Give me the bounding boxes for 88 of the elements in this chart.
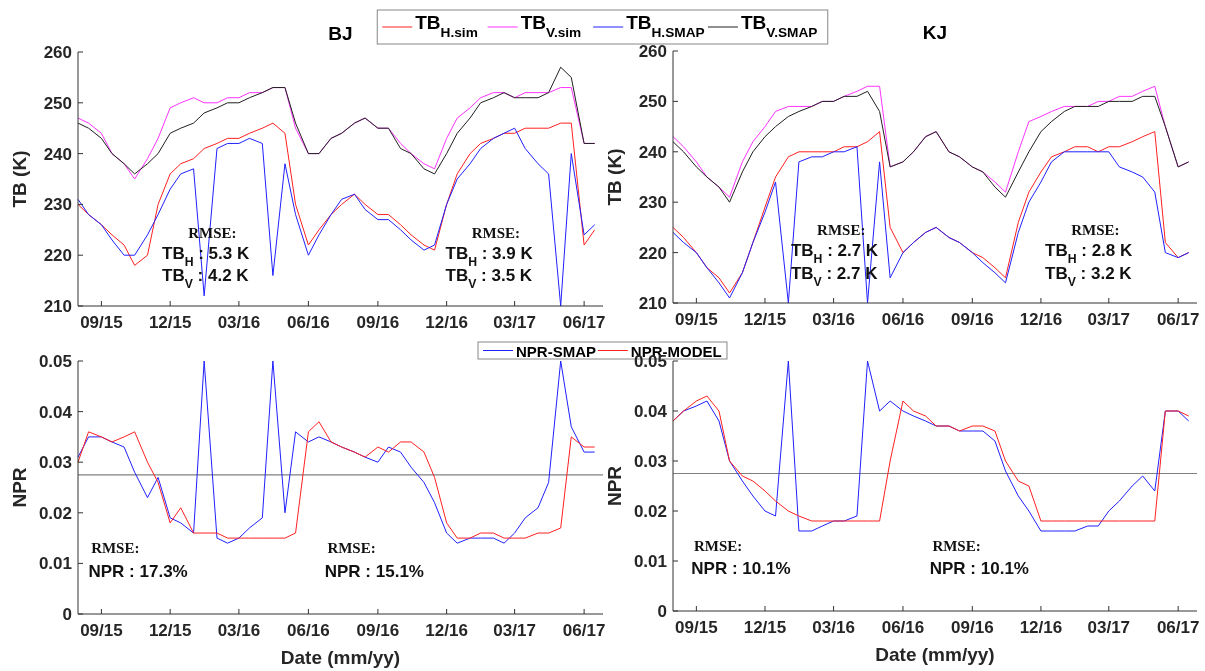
x-tick-label: 03/16: [812, 310, 855, 329]
x-tick-label: 06/16: [287, 313, 330, 332]
x-tick-label: 09/16: [951, 310, 994, 329]
x-tick-label: 03/17: [1087, 618, 1131, 637]
line-series: [77, 66, 596, 175]
annotation: TB$_{H}$ : 3.9 K: [445, 243, 534, 269]
x-tick-label: 09/16: [356, 621, 400, 640]
y-tick-label: 0.01: [38, 554, 72, 574]
y-tick-label: 0.04: [633, 401, 668, 421]
y-tick-label: 0: [62, 604, 72, 624]
y-tick-label: 250: [43, 93, 72, 113]
y-axis-title: NPR: [9, 467, 30, 508]
x-tick-label: 12/15: [743, 310, 787, 329]
x-tick-label: 06/17: [562, 621, 606, 640]
annotation: RMSE:: [693, 538, 743, 555]
x-tick-label: 09/15: [675, 618, 718, 637]
line-series: [77, 360, 596, 544]
chart-title: BJ: [328, 23, 353, 44]
y-tick-label: 0.05: [38, 351, 72, 371]
x-tick-label: 12/15: [148, 313, 192, 332]
y-tick-label: 230: [43, 195, 72, 215]
y-tick-label: 240: [638, 142, 667, 162]
y-tick-label: 260: [43, 42, 72, 62]
line-series: [77, 127, 596, 307]
line-series: [77, 421, 596, 539]
legend-label: TB$_{V.SMAP}$: [740, 12, 818, 40]
x-tick-label: 03/16: [217, 621, 261, 640]
annotation: RMSE:: [471, 224, 521, 241]
legend-label: TB$_{H.SMAP}$: [626, 12, 705, 40]
y-tick-label: 260: [638, 41, 667, 61]
y-tick-label: 0.02: [633, 501, 667, 521]
annotation: NPR : 10.1%: [691, 559, 791, 579]
x-tick-label: 12/16: [1019, 310, 1063, 329]
y-tick-label: 240: [43, 144, 72, 164]
annotation: NPR : 17.3%: [88, 561, 188, 581]
x-tick-label: 03/17: [493, 621, 536, 640]
line-series: [672, 395, 1190, 522]
x-tick-label: 06/16: [881, 618, 925, 637]
y-tick-label: 210: [638, 293, 667, 313]
y-tick-label: 0.03: [633, 451, 667, 471]
x-tick-label: 09/16: [951, 618, 994, 637]
x-tick-label: 09/16: [356, 313, 400, 332]
annotation: RMSE:: [1071, 222, 1120, 239]
x-tick-label: 12/15: [743, 618, 787, 637]
annotation: NPR : 10.1%: [929, 559, 1029, 579]
y-tick-label: 210: [43, 296, 72, 316]
y-axis-title: TB (K): [604, 148, 625, 206]
legend-label: TB$_{H.sim}$: [415, 12, 478, 40]
y-axis-title: NPR: [604, 465, 625, 507]
y-tick-label: 0.02: [38, 503, 72, 523]
annotation: TB$_{V}$ : 4.2 K: [162, 266, 250, 292]
x-tick-label: 06/17: [1156, 310, 1200, 329]
x-tick-label: 12/16: [1019, 618, 1063, 637]
x-tick-label: 06/16: [287, 621, 330, 640]
y-tick-label: 230: [638, 193, 667, 213]
y-axis-title: TB (K): [9, 150, 30, 208]
x-tick-label: 03/16: [217, 313, 261, 332]
x-tick-label: 03/17: [493, 313, 536, 332]
y-tick-label: 0: [657, 601, 667, 621]
y-tick-label: 220: [43, 246, 72, 266]
chart-title: KJ: [922, 22, 948, 43]
annotation: TB$_{V}$ : 3.5 K: [445, 266, 533, 292]
x-tick-label: 06/17: [562, 313, 606, 332]
x-axis-title: Date (mm/yy): [280, 647, 401, 668]
x-tick-label: 06/17: [1156, 618, 1200, 637]
y-tick-label: 0.04: [38, 402, 73, 422]
x-tick-label: 03/16: [812, 618, 855, 637]
x-tick-label: 09/15: [675, 310, 718, 329]
legend-label: TB$_{V.sim}$: [520, 12, 582, 40]
annotation: TB$_{H}$ : 5.3 K: [162, 243, 250, 269]
y-tick-label: 250: [638, 92, 667, 112]
line-series: [77, 122, 596, 266]
y-tick-label: 220: [638, 243, 667, 263]
x-tick-label: 12/16: [425, 313, 468, 332]
y-tick-label: 0.01: [633, 551, 667, 571]
x-tick-label: 09/15: [80, 313, 123, 332]
annotation: RMSE:: [91, 540, 140, 557]
x-tick-label: 06/16: [881, 310, 925, 329]
x-tick-label: 12/15: [148, 621, 192, 640]
annotation: RMSE:: [932, 538, 981, 555]
x-tick-label: 03/17: [1087, 310, 1131, 329]
legend-label: NPR-SMAP: [516, 342, 597, 360]
annotation: RMSE:: [327, 540, 376, 557]
x-tick-label: 12/16: [425, 621, 468, 640]
annotation: NPR : 15.1%: [324, 561, 424, 581]
x-axis-title: Date (mm/yy): [875, 644, 995, 665]
y-tick-label: 0.03: [38, 453, 72, 473]
x-tick-label: 09/15: [80, 621, 123, 640]
